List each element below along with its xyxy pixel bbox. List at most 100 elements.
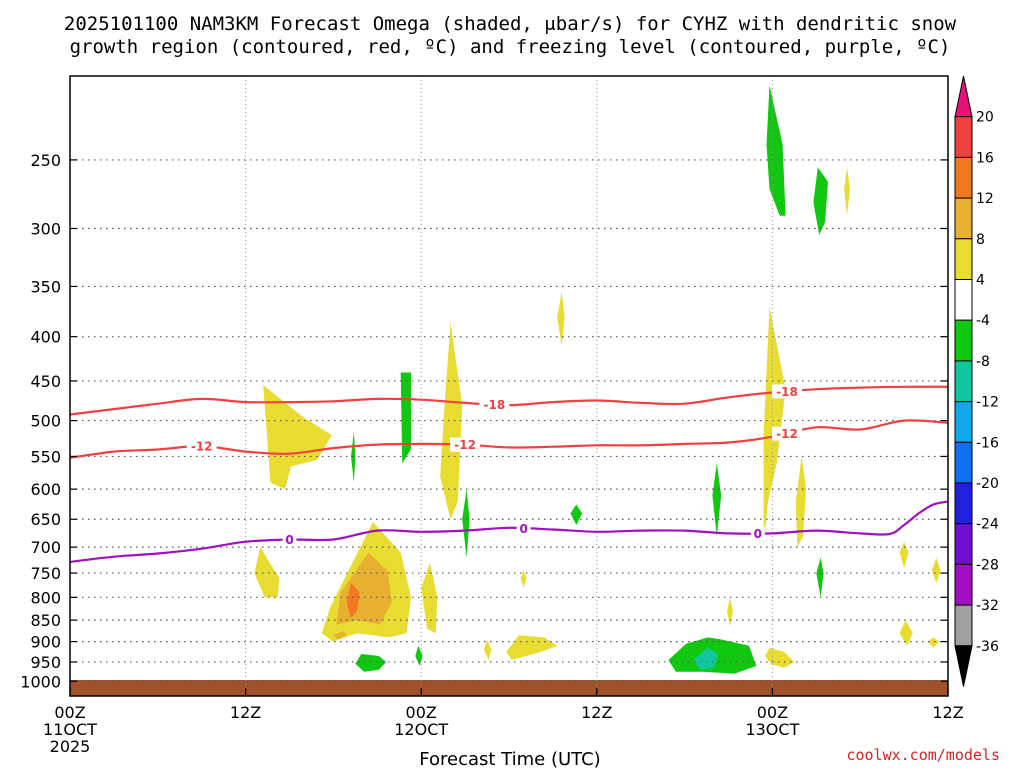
shaded-region-16 bbox=[899, 620, 913, 646]
shaded-region-0 bbox=[263, 385, 332, 490]
contour-label-bg bbox=[450, 437, 481, 452]
colorbar-segment bbox=[954, 238, 973, 281]
plot-frame bbox=[69, 75, 949, 697]
credit-text: coolwx.com/models bbox=[846, 746, 1000, 764]
colorbar: 20 16 12 8 4 -4 -8 -12 -16 -20 -24 -28 -32 -36 bbox=[954, 75, 999, 687]
contour-labels: -18 -18 -12 -12 -12 0 0 0 bbox=[186, 384, 803, 547]
contour-label-bg bbox=[516, 521, 531, 536]
colorbar-label: -28 bbox=[976, 557, 999, 573]
colorbar-arrow-bottom bbox=[954, 645, 973, 687]
colorbar-segment bbox=[954, 482, 973, 525]
contour-label-2-0: 0 bbox=[285, 533, 293, 547]
contour-label-1-2: -12 bbox=[776, 427, 798, 441]
colorbar-label: -8 bbox=[976, 354, 990, 370]
x-tick-label: 12Z bbox=[581, 703, 612, 722]
x-tick-label: 2025 bbox=[50, 737, 91, 756]
y-tick-label: 600 bbox=[30, 480, 61, 499]
contour-label-bg bbox=[282, 532, 297, 547]
colorbar-label: -20 bbox=[976, 476, 999, 492]
chart-title-line-1: 2025101100 NAM3KM Forecast Omega (shaded… bbox=[64, 13, 957, 35]
x-tick-label: 12Z bbox=[932, 703, 963, 722]
colorbar-arrow-top bbox=[954, 75, 973, 118]
surface-fill bbox=[70, 680, 948, 696]
shaded-region-8 bbox=[795, 456, 807, 548]
temperature-contours bbox=[70, 385, 948, 563]
shaded-region-10 bbox=[557, 291, 565, 346]
x-tick-label: 11OCT bbox=[43, 720, 97, 739]
shaded-region-17 bbox=[927, 637, 940, 648]
y-tick-label: 950 bbox=[30, 653, 61, 672]
shaded-region-29 bbox=[816, 557, 824, 598]
y-tick-label: 800 bbox=[30, 588, 61, 607]
y-tick-label: 700 bbox=[30, 538, 61, 557]
y-tick-label: 400 bbox=[30, 328, 61, 347]
x-axis-title: Forecast Time (UTC) bbox=[419, 749, 600, 768]
shaded-region-11 bbox=[844, 167, 850, 216]
y-tick-label: 250 bbox=[30, 151, 61, 170]
x-tick-label: 12Z bbox=[230, 703, 261, 722]
contour-label-2-2: 0 bbox=[754, 527, 762, 541]
colorbar-segment bbox=[954, 604, 973, 647]
colorbar-label: -4 bbox=[976, 313, 990, 329]
chart-title-line-2: growth region (contoured, red, ºC) and f… bbox=[70, 36, 951, 58]
shaded-region-32 bbox=[693, 647, 719, 670]
y-tick-label: 900 bbox=[30, 633, 61, 652]
contour-label-bg bbox=[750, 526, 765, 541]
colorbar-label: 16 bbox=[976, 150, 994, 166]
y-tick-label: 550 bbox=[30, 447, 61, 466]
colorbar-segment bbox=[954, 319, 973, 362]
shaded-region-20 bbox=[346, 583, 360, 618]
x-tick-label: 00Z bbox=[54, 703, 85, 722]
shaded-region-31 bbox=[813, 167, 828, 235]
colorbar-segment bbox=[954, 156, 973, 199]
colorbar-segment bbox=[954, 563, 973, 606]
colorbar-label: -16 bbox=[976, 435, 999, 451]
y-tick-label: 850 bbox=[30, 611, 61, 630]
shaded-region-9 bbox=[765, 647, 795, 668]
y-tick-label: 300 bbox=[30, 219, 61, 238]
contour-label-bg bbox=[479, 397, 510, 412]
colorbar-segment bbox=[954, 116, 973, 158]
x-tick-label: 12OCT bbox=[394, 720, 448, 739]
colorbar-segment bbox=[954, 401, 973, 443]
y-axis-ticks: 250 300 350 400 450 500 550 600 650 700 750 800 850 9… bbox=[20, 151, 948, 691]
y-tick-label: 650 bbox=[30, 510, 61, 529]
colorbar-segment bbox=[954, 279, 973, 321]
x-tick-label: 00Z bbox=[406, 703, 437, 722]
shaded-region-22 bbox=[351, 431, 356, 483]
colorbar-label: 20 bbox=[976, 110, 994, 126]
shaded-region-30 bbox=[766, 85, 786, 216]
contour-label-bg bbox=[772, 426, 803, 441]
x-tick-label: 13OCT bbox=[745, 720, 799, 739]
colorbar-label: -36 bbox=[976, 639, 999, 655]
colorbar-label: 8 bbox=[976, 232, 985, 248]
y-tick-label: 450 bbox=[30, 372, 61, 391]
omega-shading bbox=[254, 85, 941, 674]
contour-label-bg bbox=[186, 439, 217, 454]
colorbar-label: 4 bbox=[976, 273, 985, 289]
shaded-region-12 bbox=[520, 570, 527, 588]
shaded-region-1 bbox=[254, 547, 280, 598]
shaded-region-21 bbox=[400, 372, 411, 464]
shaded-region-19 bbox=[333, 631, 347, 640]
colorbar-segment bbox=[954, 523, 973, 565]
contour-label-0-0: -18 bbox=[484, 398, 506, 412]
colorbar-segment bbox=[954, 441, 973, 484]
colorbar-segment bbox=[954, 360, 973, 403]
colorbar-label: -32 bbox=[976, 598, 999, 614]
grid bbox=[70, 76, 948, 696]
shaded-region-25 bbox=[355, 654, 387, 672]
y-tick-label: 1000 bbox=[20, 672, 61, 691]
shaded-region-23 bbox=[462, 489, 470, 558]
contour-label-bg bbox=[772, 384, 803, 399]
y-tick-label: 350 bbox=[30, 277, 61, 296]
shaded-region-5 bbox=[506, 635, 558, 660]
shaded-region-14 bbox=[899, 541, 909, 568]
shaded-region-24 bbox=[570, 504, 583, 525]
shaded-region-13 bbox=[727, 597, 733, 627]
colorbar-label: -24 bbox=[976, 517, 999, 533]
shaded-region-6 bbox=[484, 639, 492, 660]
colorbar-label: 12 bbox=[976, 191, 994, 207]
shaded-region-28 bbox=[712, 463, 722, 537]
